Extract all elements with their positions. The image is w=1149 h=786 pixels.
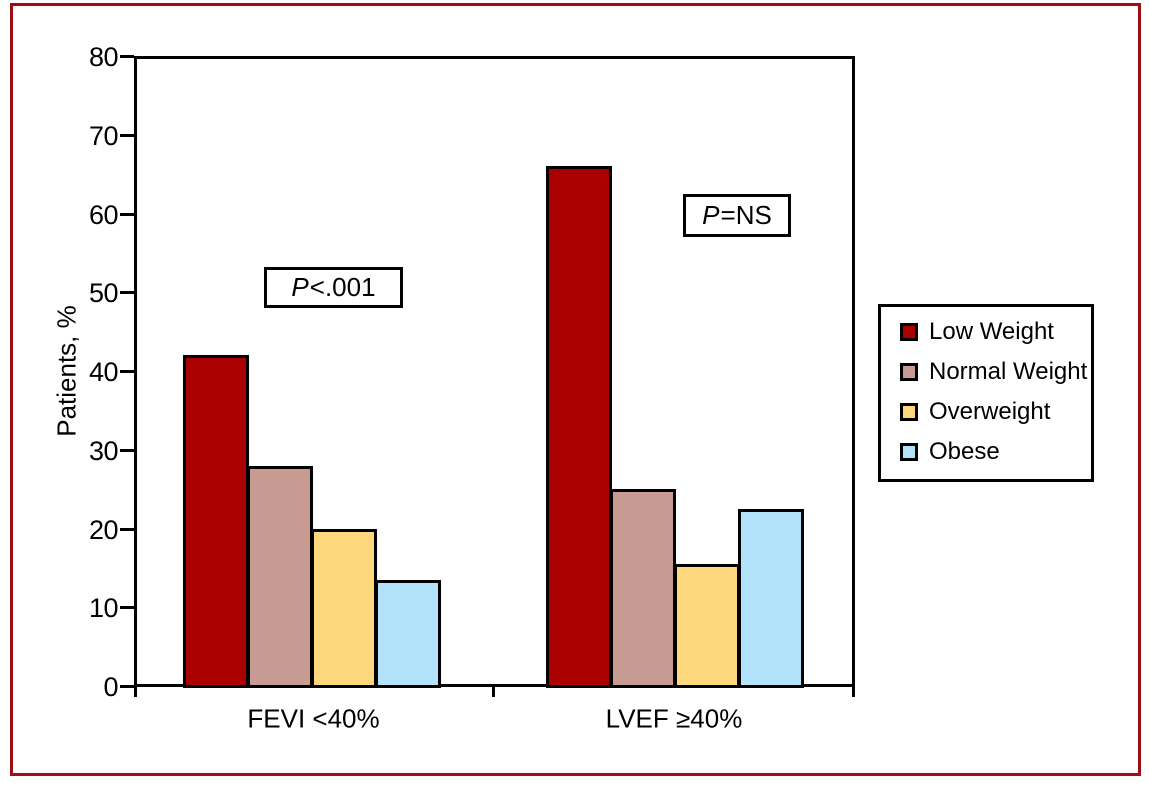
p-symbol-italic: P: [702, 200, 720, 230]
legend-swatch-normal-weight: [900, 363, 918, 381]
bar-overweight-group2: [674, 563, 740, 688]
y-tick-label: 20: [88, 514, 119, 545]
x-tick: [491, 686, 495, 697]
y-tick-label: 80: [88, 42, 119, 72]
y-tick-label: 40: [88, 357, 119, 387]
y-tick-label: 0: [103, 672, 118, 702]
y-tick: [120, 448, 134, 452]
x-category-label-1: FEVI <40%: [247, 703, 380, 734]
bar-low-weight-group2: [546, 166, 612, 688]
legend-item-obese: Obese: [900, 438, 1091, 465]
legend-item-normal-weight: Normal Weight: [900, 358, 1091, 385]
legend-label: Normal Weight: [929, 358, 1088, 385]
y-tick-label: 70: [88, 120, 119, 151]
y-tick: [120, 291, 134, 295]
y-tick: [120, 685, 134, 688]
bar-overweight-group1: [311, 528, 377, 688]
x-category-label-2: LVEF ≥40%: [605, 703, 743, 734]
p-value-text: <.001: [309, 272, 376, 302]
annotation-p-value-left-group: P <.001: [264, 267, 403, 308]
y-tick: [120, 133, 134, 137]
y-tick-label: 50: [88, 278, 119, 309]
bar-obese-group2: [738, 508, 804, 688]
y-tick: [120, 370, 134, 373]
bar-low-weight-group1: [183, 355, 249, 688]
legend-item-overweight: Overweight: [900, 398, 1091, 425]
y-tick-label: 30: [88, 435, 119, 466]
legend-label: Low Weight: [929, 318, 1054, 345]
bar-normal-weight-group1: [247, 465, 313, 688]
figure-border-frame: [10, 3, 1141, 776]
y-tick: [120, 212, 134, 216]
y-tick: [120, 55, 134, 58]
annotation-p-value-right-group: P =NS: [683, 194, 791, 237]
legend-label: Overweight: [929, 398, 1051, 425]
y-axis-title: Patients, %: [51, 305, 82, 437]
legend-item-low-weight: Low Weight: [900, 318, 1091, 345]
x-tick: [852, 686, 855, 697]
y-tick: [120, 527, 134, 531]
bar-normal-weight-group2: [610, 489, 676, 688]
x-tick: [134, 686, 137, 697]
legend-swatch-obese: [900, 443, 918, 461]
legend: Low Weight Normal Weight Overweight Obese: [878, 304, 1094, 482]
legend-swatch-overweight: [900, 403, 918, 421]
bar-obese-group1: [375, 579, 441, 688]
legend-swatch-low-weight: [900, 323, 918, 341]
y-tick-label: 10: [88, 593, 119, 624]
y-tick-label: 60: [88, 199, 119, 230]
y-tick: [120, 606, 134, 610]
p-symbol-italic: P: [291, 272, 309, 302]
p-value-text: =NS: [720, 200, 772, 230]
legend-label: Obese: [929, 438, 1000, 465]
